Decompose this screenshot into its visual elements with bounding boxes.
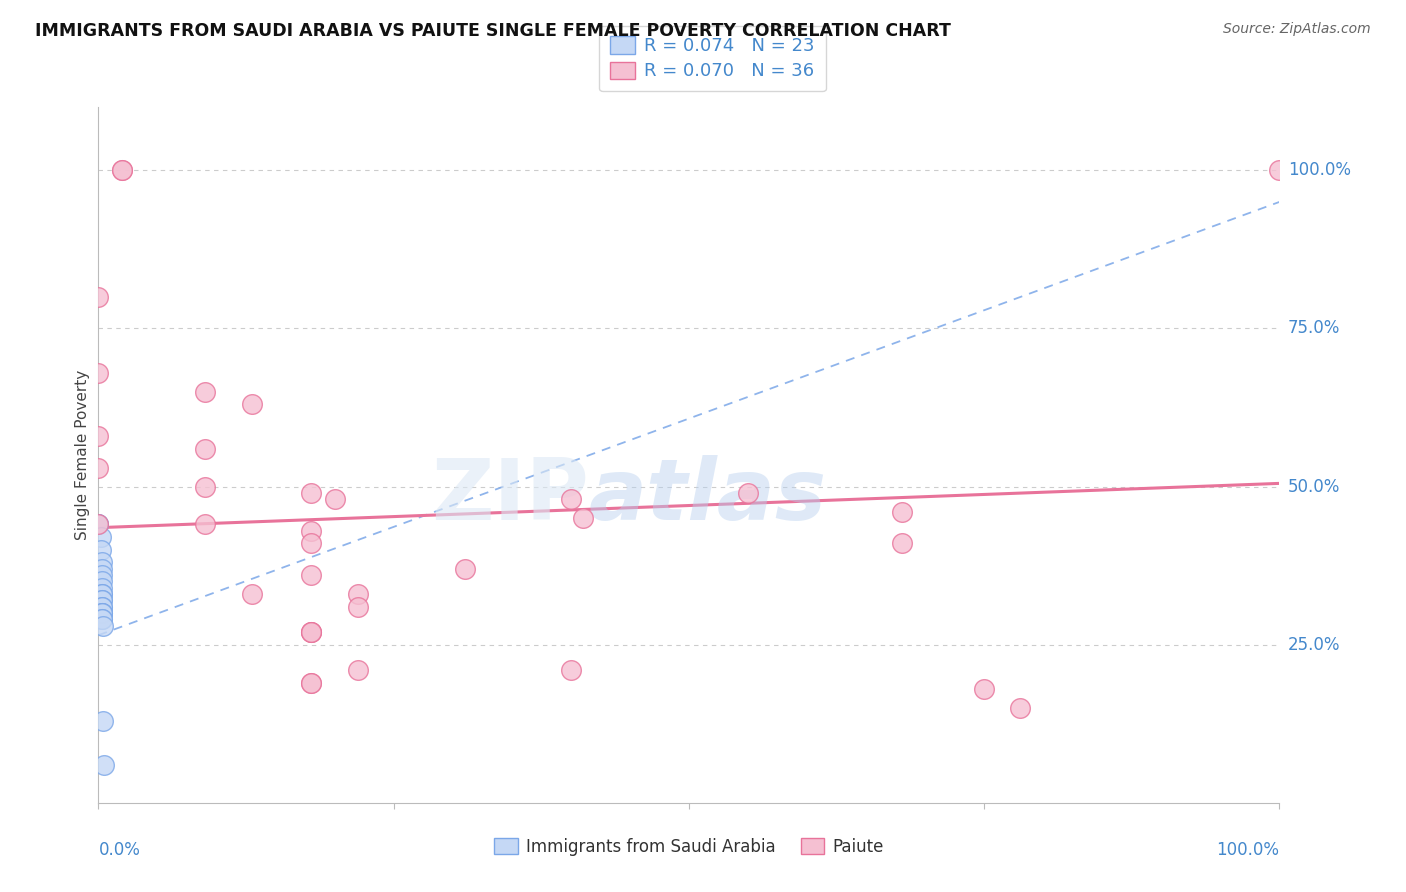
- Point: [91, 612, 114, 626]
- Point: [87, 366, 110, 380]
- Point: [91, 581, 114, 595]
- Point: [1268, 163, 1291, 178]
- Text: 100.0%: 100.0%: [1216, 841, 1279, 859]
- Point: [91, 593, 114, 607]
- Point: [91, 587, 114, 601]
- Point: [91, 599, 114, 614]
- Point: [91, 606, 114, 620]
- Point: [91, 593, 114, 607]
- Point: [91, 562, 114, 576]
- Point: [973, 681, 995, 696]
- Point: [87, 517, 110, 532]
- Legend: Immigrants from Saudi Arabia, Paiute: Immigrants from Saudi Arabia, Paiute: [486, 830, 891, 864]
- Point: [347, 599, 370, 614]
- Point: [347, 587, 370, 601]
- Point: [87, 429, 110, 443]
- Point: [194, 442, 217, 456]
- Point: [890, 536, 912, 550]
- Point: [347, 663, 370, 677]
- Point: [87, 290, 110, 304]
- Text: Source: ZipAtlas.com: Source: ZipAtlas.com: [1223, 22, 1371, 37]
- Text: 100.0%: 100.0%: [1288, 161, 1351, 179]
- Point: [299, 625, 322, 640]
- Text: IMMIGRANTS FROM SAUDI ARABIA VS PAIUTE SINGLE FEMALE POVERTY CORRELATION CHART: IMMIGRANTS FROM SAUDI ARABIA VS PAIUTE S…: [35, 22, 950, 40]
- Point: [453, 562, 475, 576]
- Point: [91, 599, 114, 614]
- Point: [240, 397, 263, 411]
- Text: 75.0%: 75.0%: [1288, 319, 1340, 337]
- Point: [299, 625, 322, 640]
- Text: 0.0%: 0.0%: [98, 841, 141, 859]
- Text: 25.0%: 25.0%: [1288, 636, 1340, 654]
- Point: [91, 587, 114, 601]
- Point: [737, 486, 759, 500]
- Point: [91, 574, 114, 589]
- Point: [299, 625, 322, 640]
- Point: [90, 542, 112, 557]
- Point: [299, 524, 322, 538]
- Point: [91, 606, 114, 620]
- Point: [571, 511, 593, 525]
- Point: [299, 486, 322, 500]
- Point: [91, 714, 114, 728]
- Point: [323, 492, 346, 507]
- Point: [194, 479, 217, 493]
- Point: [87, 517, 110, 532]
- Point: [299, 675, 322, 690]
- Text: ZIP: ZIP: [430, 455, 589, 538]
- Point: [91, 612, 114, 626]
- Point: [87, 460, 110, 475]
- Point: [91, 618, 114, 632]
- Text: 50.0%: 50.0%: [1288, 477, 1340, 496]
- Point: [299, 536, 322, 550]
- Point: [93, 757, 115, 772]
- Point: [111, 163, 134, 178]
- Point: [194, 384, 217, 399]
- Point: [240, 587, 263, 601]
- Point: [194, 517, 217, 532]
- Point: [1008, 701, 1031, 715]
- Point: [111, 163, 134, 178]
- Point: [91, 606, 114, 620]
- Point: [299, 675, 322, 690]
- Point: [890, 505, 912, 519]
- Y-axis label: Single Female Poverty: Single Female Poverty: [75, 370, 90, 540]
- Point: [299, 568, 322, 582]
- Text: atlas: atlas: [589, 455, 827, 538]
- Point: [90, 530, 112, 544]
- Point: [560, 492, 582, 507]
- Point: [91, 556, 114, 570]
- Point: [560, 663, 582, 677]
- Point: [87, 517, 110, 532]
- Point: [91, 568, 114, 582]
